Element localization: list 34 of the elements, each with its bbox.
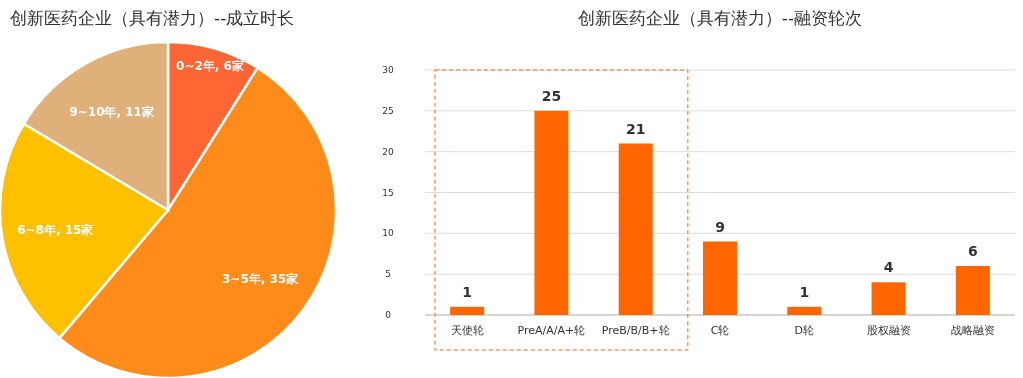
slice-label: 9~10年, 11家 [69,104,154,119]
slice-label: 6~8年, 15家 [17,222,94,237]
chart-title: 创新医药企业（具有潜力）--融资轮次 [577,8,863,28]
data-label: 1 [799,283,810,300]
data-label: 4 [883,259,894,276]
slice-label: 3~5年, 35家 [222,271,299,286]
bar [871,282,906,315]
bar [618,143,653,315]
y-tick-label: 25 [382,105,394,116]
bar [703,241,737,315]
data-label: 9 [715,218,725,235]
y-tick-label: 0 [385,310,392,320]
bar [450,306,485,315]
y-tick-label: 30 [382,65,394,75]
y-tick-label: 15 [382,187,394,198]
y-tick-label: 5 [385,269,391,280]
bar [955,266,990,315]
y-tick-label: 10 [382,228,394,239]
y-tick-label: 20 [382,146,394,157]
slice-label: 0~2年, 6家 [176,58,244,73]
x-tick-label: 天使轮 [450,324,484,337]
data-label: 25 [541,87,562,104]
x-tick-label: 战略融资 [950,324,995,337]
x-tick-label: PreA/A/A+轮 [517,324,586,337]
x-tick-label: PreB/B/B+轮 [601,324,670,337]
data-label: 6 [967,243,978,259]
data-label: 1 [462,283,473,300]
x-tick-label: D轮 [794,324,815,337]
bar [787,306,822,315]
chart-title: 创新医药企业（具有潜力）--成立时长 [10,8,295,28]
x-tick-label: 股权融资 [866,324,911,337]
data-label: 21 [625,120,646,137]
x-tick-label: C轮 [710,324,730,337]
bar [534,110,569,315]
